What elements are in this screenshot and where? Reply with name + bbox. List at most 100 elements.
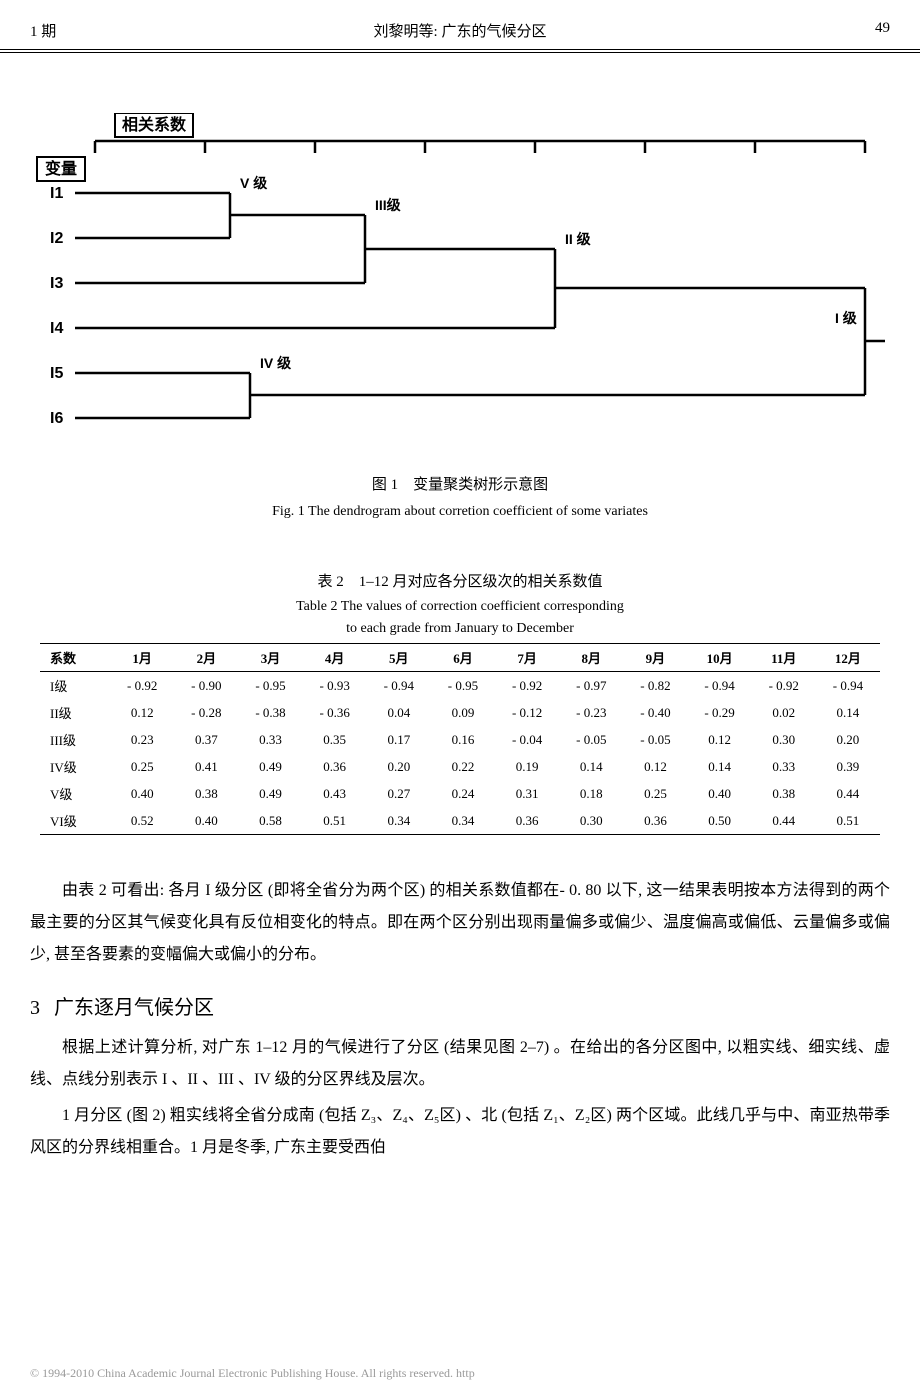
table-cell: 0.30 <box>752 726 816 753</box>
table-row: II级0.12- 0.28- 0.38- 0.360.040.09- 0.12-… <box>40 699 880 726</box>
table-cell: 0.22 <box>431 753 495 780</box>
table-cell: - 0.94 <box>688 672 752 700</box>
table-cell: - 0.95 <box>238 672 302 700</box>
table-cell: 0.41 <box>174 753 238 780</box>
table-cell: - 0.90 <box>174 672 238 700</box>
table-cell: 0.16 <box>431 726 495 753</box>
paragraph-3: 1 月分区 (图 2) 粗实线将全省分成南 (包括 Z₃、Z₄、Z₅区) 、北 … <box>30 1100 890 1164</box>
table-cell: 0.43 <box>303 780 367 807</box>
figure1-caption-en: Fig. 1 The dendrogram about corretion co… <box>0 504 920 520</box>
figure1-caption-cn: 图 1 变量聚类树形示意图 <box>0 473 920 494</box>
table-row: IV级0.250.410.490.360.200.220.190.140.120… <box>40 753 880 780</box>
section-3-title: 广东逐月气候分区 <box>54 997 214 1019</box>
dendro-item-1: I1 <box>50 185 63 202</box>
header-rule <box>0 52 920 53</box>
table-cell: 0.44 <box>816 780 880 807</box>
table2-col-m5: 5月 <box>367 644 431 672</box>
table-cell: 0.33 <box>238 726 302 753</box>
table-cell: 0.24 <box>431 780 495 807</box>
table-cell: - 0.36 <box>303 699 367 726</box>
section-3-num: 3 <box>30 997 40 1019</box>
table-cell: - 0.82 <box>623 672 687 700</box>
table-cell: 0.34 <box>431 807 495 835</box>
level-iv-label: IV 级 <box>260 355 292 371</box>
table-cell: 0.19 <box>495 753 559 780</box>
table-cell: 0.31 <box>495 780 559 807</box>
row-label: IV级 <box>40 753 110 780</box>
table-cell: 0.33 <box>752 753 816 780</box>
table2-col-m7: 7月 <box>495 644 559 672</box>
table-cell: 0.38 <box>174 780 238 807</box>
table-cell: - 0.92 <box>110 672 174 700</box>
row-label: I级 <box>40 672 110 700</box>
row-label: V级 <box>40 780 110 807</box>
table-cell: - 0.92 <box>495 672 559 700</box>
dendrogram-figure: 相关系数 变量 I1 I2 I3 I4 I5 I6 V 级 <box>35 113 885 443</box>
table-cell: 0.14 <box>816 699 880 726</box>
table-cell: 0.34 <box>367 807 431 835</box>
table2-col-m4: 4月 <box>303 644 367 672</box>
table-cell: 0.02 <box>752 699 816 726</box>
table-cell: 0.35 <box>303 726 367 753</box>
page-number: 49 <box>810 20 890 41</box>
table-cell: 0.58 <box>238 807 302 835</box>
table-cell: 0.18 <box>559 780 623 807</box>
table-cell: - 0.95 <box>431 672 495 700</box>
table-cell: 0.40 <box>688 780 752 807</box>
table-cell: - 0.12 <box>495 699 559 726</box>
table-cell: 0.20 <box>816 726 880 753</box>
table2-col-m10: 10月 <box>688 644 752 672</box>
table-cell: 0.51 <box>816 807 880 835</box>
table-cell: 0.37 <box>174 726 238 753</box>
row-label: VI级 <box>40 807 110 835</box>
table-cell: - 0.05 <box>559 726 623 753</box>
table-cell: 0.38 <box>752 780 816 807</box>
table2-col-m2: 2月 <box>174 644 238 672</box>
table-row: V级0.400.380.490.430.270.240.310.180.250.… <box>40 780 880 807</box>
table-cell: - 0.04 <box>495 726 559 753</box>
table-cell: - 0.28 <box>174 699 238 726</box>
table-cell: 0.14 <box>688 753 752 780</box>
watermark-text: © 1994-2010 China Academic Journal Elect… <box>30 1366 920 1381</box>
table-cell: 0.39 <box>816 753 880 780</box>
y-axis-label: 变量 <box>45 159 77 178</box>
row-label: III级 <box>40 726 110 753</box>
table-cell: 0.49 <box>238 780 302 807</box>
table2-header-row: 系数 1月 2月 3月 4月 5月 6月 7月 8月 9月 10月 11月 12… <box>40 644 880 672</box>
table-cell: 0.44 <box>752 807 816 835</box>
table-cell: 0.49 <box>238 753 302 780</box>
table2-col-m12: 12月 <box>816 644 880 672</box>
page-header: 1 期 刘黎明等: 广东的气候分区 49 <box>0 0 920 50</box>
table-cell: 0.23 <box>110 726 174 753</box>
table2-caption-en-1: Table 2 The values of correction coeffic… <box>0 599 920 615</box>
issue-number: 1 期 <box>30 20 110 41</box>
table2-col-m3: 3月 <box>238 644 302 672</box>
level-iii-label: III级 <box>375 197 402 213</box>
dendro-item-2: I2 <box>50 230 63 247</box>
table-row: III级0.230.370.330.350.170.16- 0.04- 0.05… <box>40 726 880 753</box>
dendro-item-6: I6 <box>50 410 63 427</box>
table-cell: 0.50 <box>688 807 752 835</box>
table-cell: - 0.05 <box>623 726 687 753</box>
body-block-1: 由表 2 可看出: 各月 I 级分区 (即将全省分为两个区) 的相关系数值都在-… <box>0 875 920 971</box>
dendro-item-3: I3 <box>50 275 63 292</box>
table2-caption-cn: 表 2 1–12 月对应各分区级次的相关系数值 <box>0 570 920 591</box>
table-row: VI级0.520.400.580.510.340.340.360.300.360… <box>40 807 880 835</box>
table-cell: 0.04 <box>367 699 431 726</box>
table-cell: 0.25 <box>110 753 174 780</box>
table-cell: - 0.93 <box>303 672 367 700</box>
table-cell: 0.25 <box>623 780 687 807</box>
table-cell: 0.12 <box>110 699 174 726</box>
table-cell: 0.36 <box>495 807 559 835</box>
table-cell: 0.51 <box>303 807 367 835</box>
table-cell: 0.27 <box>367 780 431 807</box>
table-cell: 0.30 <box>559 807 623 835</box>
table-cell: - 0.92 <box>752 672 816 700</box>
table-cell: - 0.40 <box>623 699 687 726</box>
table2-col-m11: 11月 <box>752 644 816 672</box>
dendro-item-5: I5 <box>50 365 63 382</box>
level-v-label: V 级 <box>240 175 268 191</box>
table-cell: 0.09 <box>431 699 495 726</box>
table-cell: 0.20 <box>367 753 431 780</box>
paragraph-2: 根据上述计算分析, 对广东 1–12 月的气候进行了分区 (结果见图 2–7) … <box>30 1032 890 1096</box>
